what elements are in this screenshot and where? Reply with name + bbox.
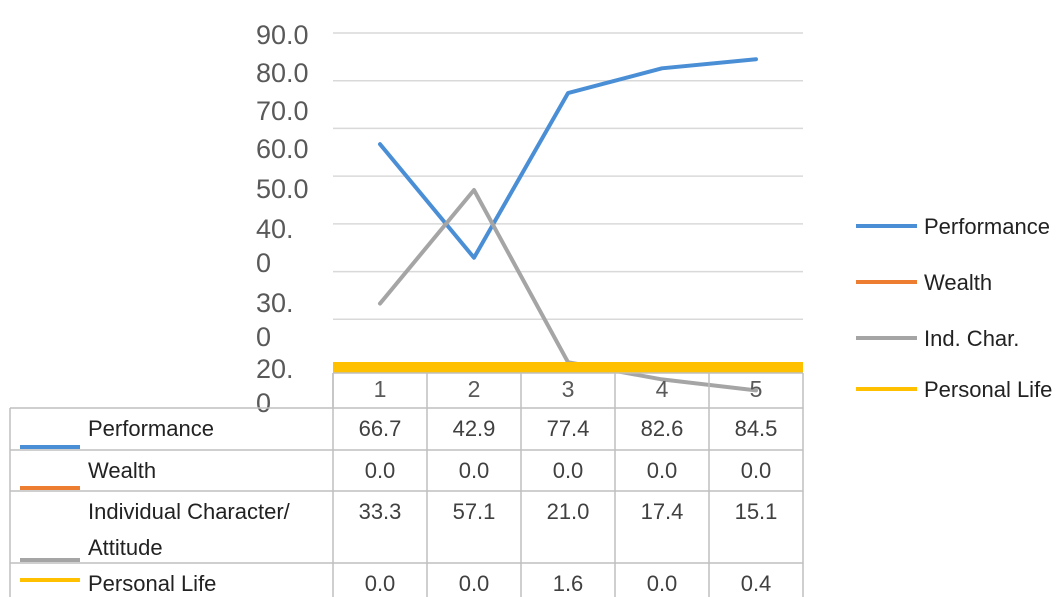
data-point-performance	[754, 57, 758, 61]
table-row-label: Performance	[88, 416, 214, 441]
table-row-label: Wealth	[88, 458, 156, 483]
table-cell: 0.0	[365, 571, 396, 596]
y-tick-label: 70.0	[256, 96, 309, 126]
table-cell: 66.7	[359, 416, 402, 441]
y-tick-label: 80.0	[256, 58, 309, 88]
table-cell: 0.0	[553, 458, 584, 483]
series-lines	[378, 57, 758, 393]
table-cell: 0.0	[647, 458, 678, 483]
gridlines	[333, 32, 803, 321]
y-tick-label: 20. 0	[256, 354, 294, 418]
y-tick-label: 50.0	[256, 174, 309, 204]
legend-label: Performance	[924, 214, 1050, 239]
table-row-performance: Performance 66.7 42.9 77.4 82.6 84.5	[20, 416, 778, 449]
category-axis-band	[333, 362, 803, 373]
table-cell: 0.0	[647, 571, 678, 596]
legend-item-performance: Performance	[856, 214, 1050, 239]
y-tick-label: 60.0	[256, 134, 309, 164]
legend-item-wealth: Wealth	[856, 270, 992, 295]
data-point-performance	[378, 142, 382, 146]
table-row-label: Personal Life	[88, 571, 216, 596]
table-cell: 84.5	[735, 416, 778, 441]
x-tick-label: 1	[374, 376, 387, 402]
table-cell: 57.1	[453, 499, 496, 524]
data-point-ind-char	[660, 377, 664, 381]
table-cell: 33.3	[359, 499, 402, 524]
table-cell: 0.0	[459, 458, 490, 483]
x-tick-label: 3	[562, 376, 575, 402]
series-line-ind-char	[378, 187, 758, 393]
table-row-ind-char: Individual Character/Attitude 33.3 57.1 21.…	[20, 499, 778, 562]
table-cell: 82.6	[641, 416, 684, 441]
legend-item-personal-life: Personal Life	[856, 377, 1052, 402]
legend-label: Personal Life	[924, 377, 1052, 402]
y-tick-label: 30. 0	[256, 288, 294, 352]
x-tick-label: 2	[468, 376, 481, 402]
data-point-performance	[566, 91, 570, 95]
table-row-label: Individual Character/Attitude	[88, 499, 291, 560]
x-tick-label: 4	[656, 376, 669, 402]
table-cell: 42.9	[453, 416, 496, 441]
table-row-personal-life: Personal Life 0.0 0.0 1.6 0.0 0.4	[20, 571, 771, 596]
table-cell: 15.1	[735, 499, 778, 524]
data-point-ind-char	[754, 388, 758, 392]
data-point-ind-char	[472, 188, 476, 192]
table-cell: 0.0	[459, 571, 490, 596]
series-line-performance	[378, 57, 758, 260]
y-tick-label: 90.0	[256, 20, 309, 50]
legend: Performance Wealth Ind. Char. Personal Life	[856, 214, 1052, 402]
table-row-wealth: Wealth 0.0 0.0 0.0 0.0 0.0	[20, 458, 772, 490]
legend-item-ind-char: Ind. Char.	[856, 326, 1019, 351]
table-cell: 21.0	[547, 499, 590, 524]
table-cell: 77.4	[547, 416, 590, 441]
y-axis-tick-labels: 90.0 80.0 70.0 60.0 50.0 40. 0 30. 020. 0	[256, 20, 309, 418]
data-point-performance	[472, 256, 476, 260]
table-cell: 0.0	[741, 458, 772, 483]
y-tick-label: 40. 0	[256, 214, 294, 278]
data-point-ind-char	[378, 302, 382, 306]
table-cell: 0.4	[741, 571, 772, 596]
x-tick-label: 5	[750, 376, 763, 402]
data-table: 1 2 3 4 5 Performance 66.7 42.9 77.4 82.6 84.5 Weal…	[9, 372, 804, 597]
table-cell: 1.6	[553, 571, 584, 596]
legend-label: Ind. Char.	[924, 326, 1019, 351]
data-point-performance	[660, 66, 664, 70]
legend-label: Wealth	[924, 270, 992, 295]
table-cell: 17.4	[641, 499, 684, 524]
table-cell: 0.0	[365, 458, 396, 483]
